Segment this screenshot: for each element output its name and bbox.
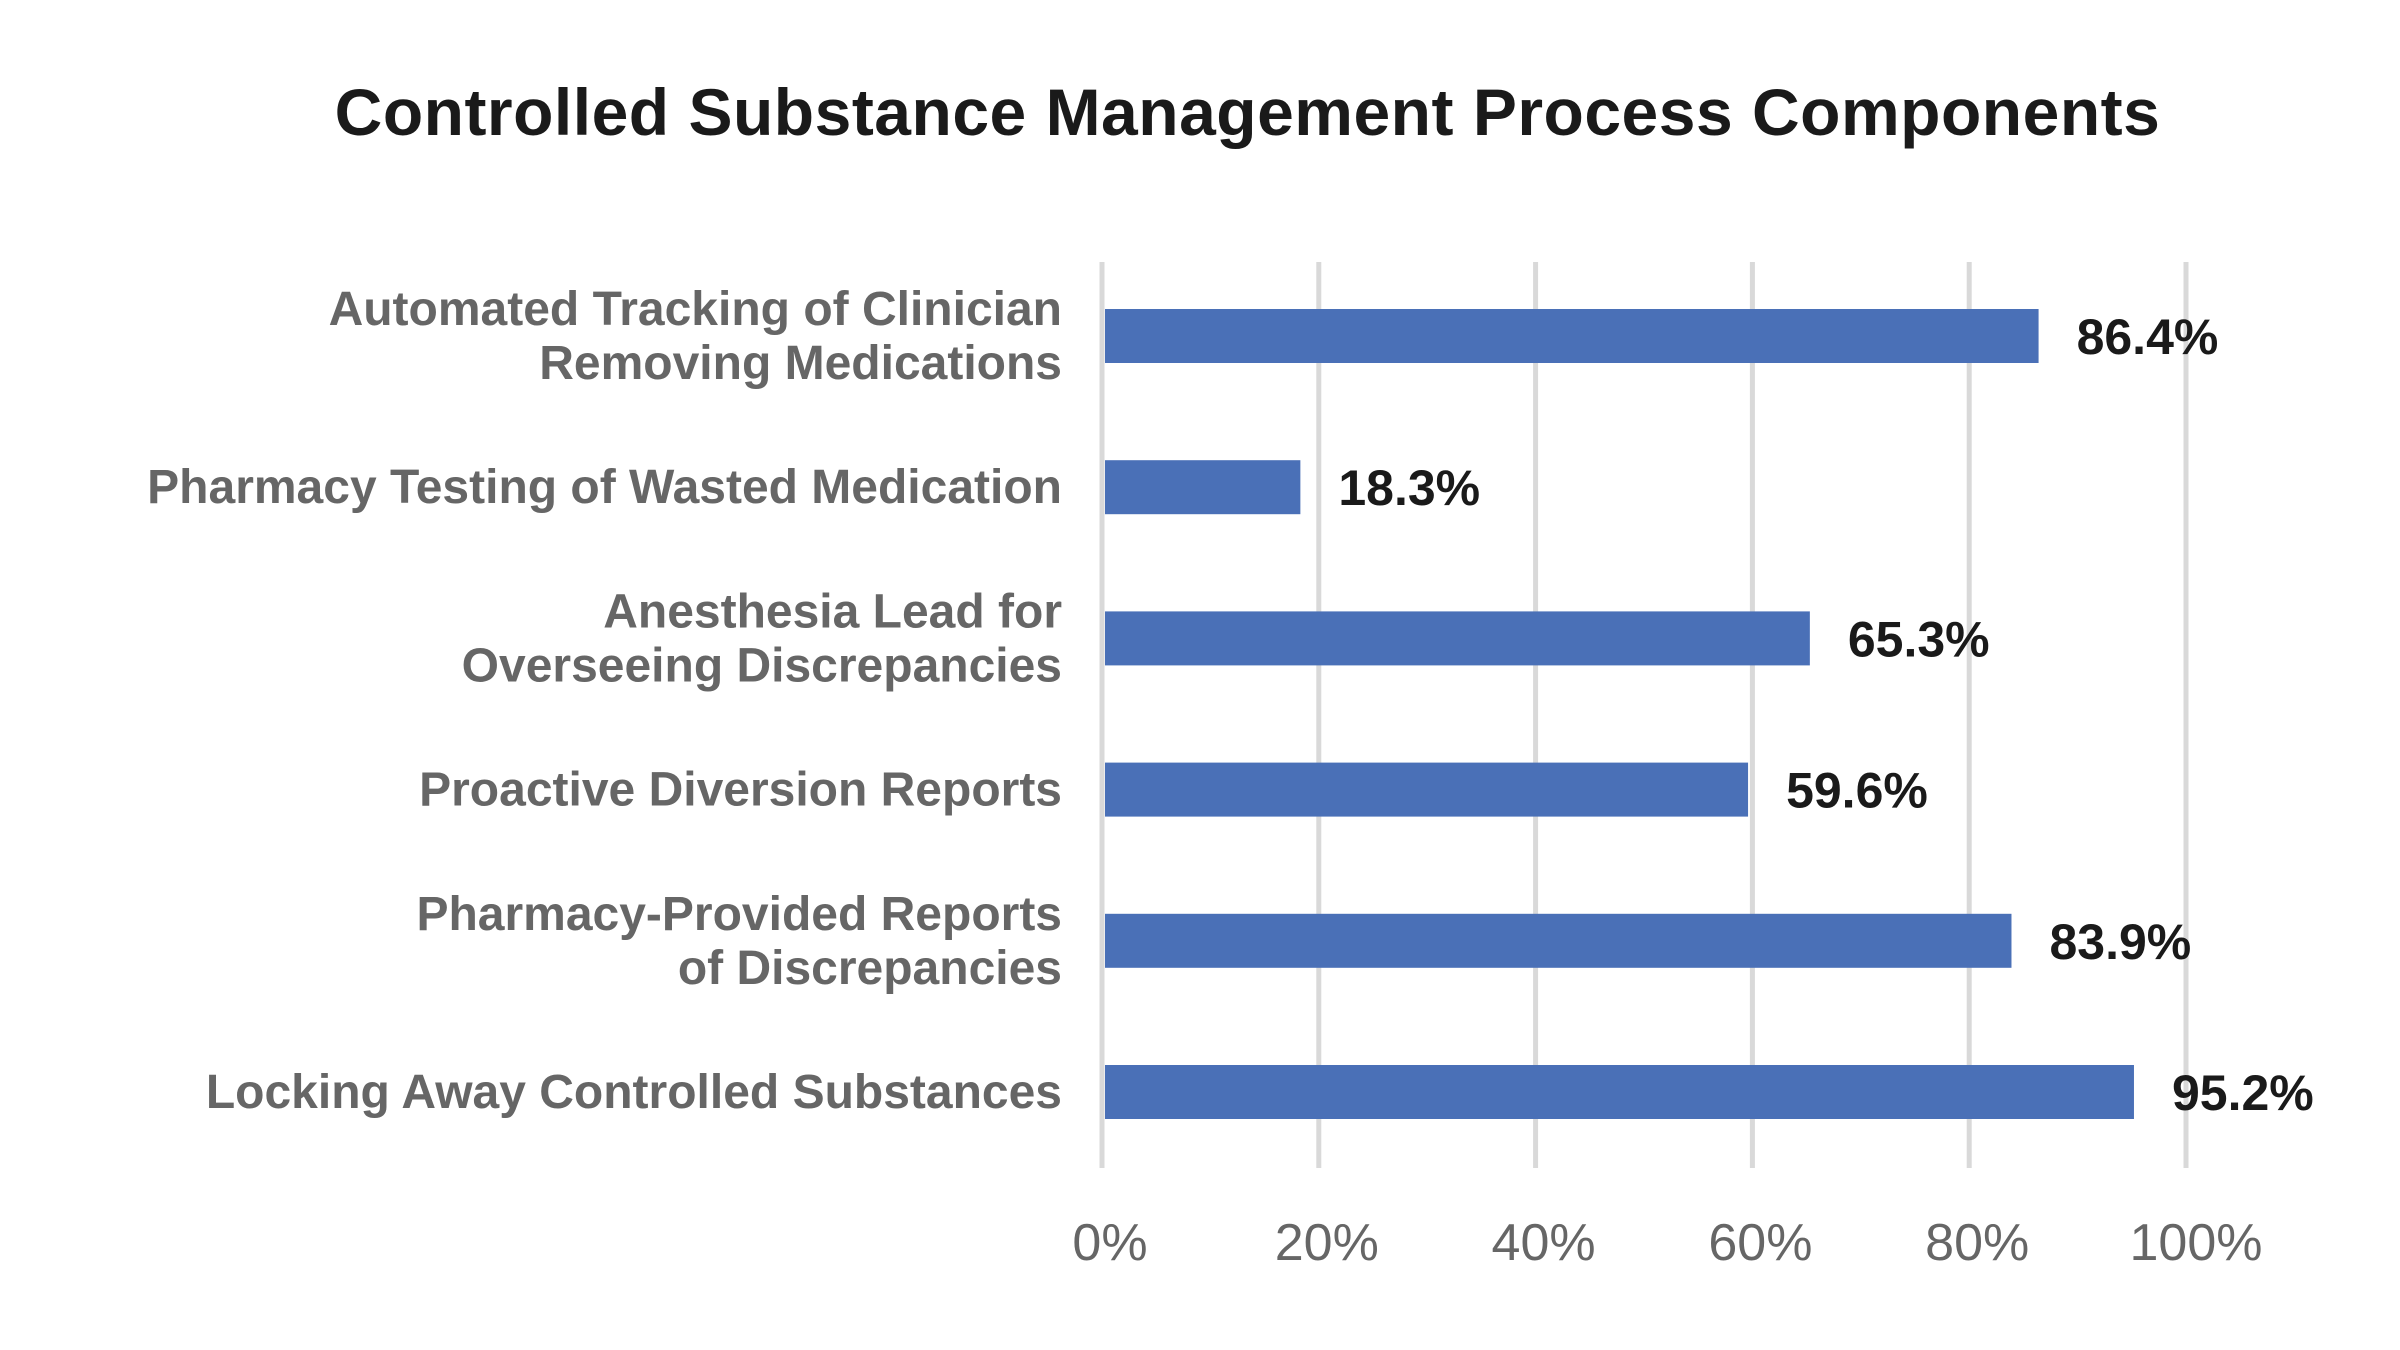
- category-label: Automated Tracking of Clinician: [329, 283, 1062, 336]
- category-label: Proactive Diversion Reports: [419, 764, 1062, 817]
- category-label: of Discrepancies: [678, 942, 1062, 995]
- data-label: 83.9%: [2049, 914, 2191, 970]
- x-tick-label: 20%: [1275, 1214, 1379, 1272]
- category-label: Anesthesia Lead for: [603, 585, 1062, 638]
- bar: [1105, 611, 1810, 666]
- bar: [1105, 1065, 2134, 1119]
- x-tick-label: 100%: [2130, 1214, 2263, 1272]
- x-tick-label: 60%: [1708, 1214, 1812, 1272]
- x-tick-label: 80%: [1925, 1214, 2029, 1272]
- category-label: Removing Medications: [539, 337, 1062, 390]
- data-label: 59.6%: [1786, 763, 1928, 819]
- data-label: 65.3%: [1848, 611, 1990, 667]
- category-label: Overseeing Discrepancies: [462, 639, 1062, 692]
- bar: [1105, 913, 2012, 968]
- data-label: 86.4%: [2077, 309, 2219, 365]
- category-label: Locking Away Controlled Substances: [206, 1066, 1062, 1119]
- bar: [1105, 309, 2039, 363]
- x-tick-label: 40%: [1492, 1214, 1596, 1272]
- category-label: Pharmacy-Provided Reports: [416, 888, 1062, 941]
- category-label: Pharmacy Testing of Wasted Medication: [147, 461, 1062, 514]
- data-label: 95.2%: [2172, 1065, 2314, 1121]
- x-tick-label: 0%: [1072, 1214, 1147, 1272]
- bar: [1105, 460, 1301, 515]
- data-label: 18.3%: [1338, 460, 1480, 516]
- chart-title: Controlled Substance Management Process …: [334, 75, 2161, 149]
- bar: [1105, 762, 1749, 817]
